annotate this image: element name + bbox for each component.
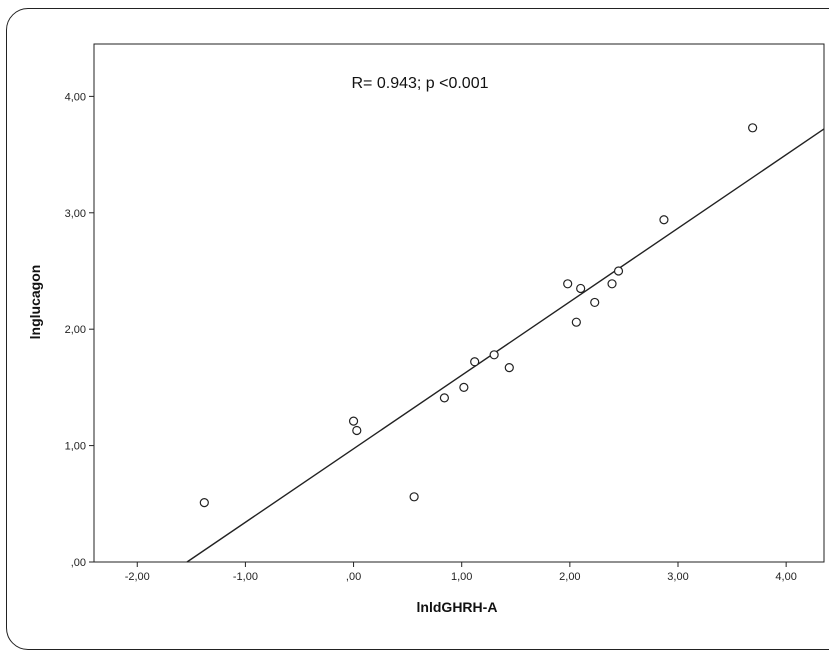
data-point — [576, 283, 586, 294]
x-tick-label: -2,00 — [125, 571, 150, 583]
plot-area — [93, 43, 825, 563]
y-tick-label: 1,00 — [65, 441, 86, 453]
data-point — [607, 279, 617, 289]
y-tick-label: 3,00 — [65, 208, 86, 220]
chart-frame — [6, 8, 829, 650]
y-tick-label: 2,00 — [65, 324, 86, 336]
data-points — [199, 123, 758, 508]
y-tick-label: 4,00 — [65, 91, 86, 103]
correlation-annotation: R= 0.943; p <0.001 — [352, 75, 489, 92]
regression-line — [186, 128, 825, 563]
data-point — [590, 297, 600, 308]
data-point — [459, 382, 469, 392]
data-point — [504, 363, 514, 373]
data-point — [348, 416, 359, 426]
data-point — [571, 317, 581, 327]
data-point — [409, 492, 419, 502]
x-tick-label: 4,00 — [775, 571, 796, 583]
x-tick-label: -1,00 — [233, 571, 258, 583]
x-axis-label: lnldGHRH-A — [417, 599, 498, 615]
data-point — [613, 266, 624, 276]
data-point — [352, 425, 362, 436]
data-point — [470, 357, 480, 367]
x-tick-label: ,00 — [346, 571, 361, 583]
x-tick-label: 1,00 — [451, 571, 472, 583]
y-axis-label: lnglucagon — [27, 265, 43, 340]
y-tick-label: ,00 — [71, 557, 86, 569]
data-point — [489, 350, 499, 360]
data-point — [199, 498, 209, 508]
x-axis: -2,00 -1,00 ,00 1,00 2,00 3,00 4,00 — [125, 562, 797, 583]
y-axis: ,00 1,00 2,00 3,00 4,00 — [65, 91, 94, 569]
data-point — [439, 393, 449, 403]
data-point — [563, 279, 573, 289]
scatter-chart: ,00 1,00 2,00 3,00 4,00 -2,00 -1,00 ,00 1,00 2,0… — [27, 43, 825, 615]
x-tick-label: 2,00 — [559, 571, 580, 583]
x-tick-label: 3,00 — [667, 571, 688, 583]
data-point — [659, 215, 669, 225]
data-point — [748, 123, 758, 133]
